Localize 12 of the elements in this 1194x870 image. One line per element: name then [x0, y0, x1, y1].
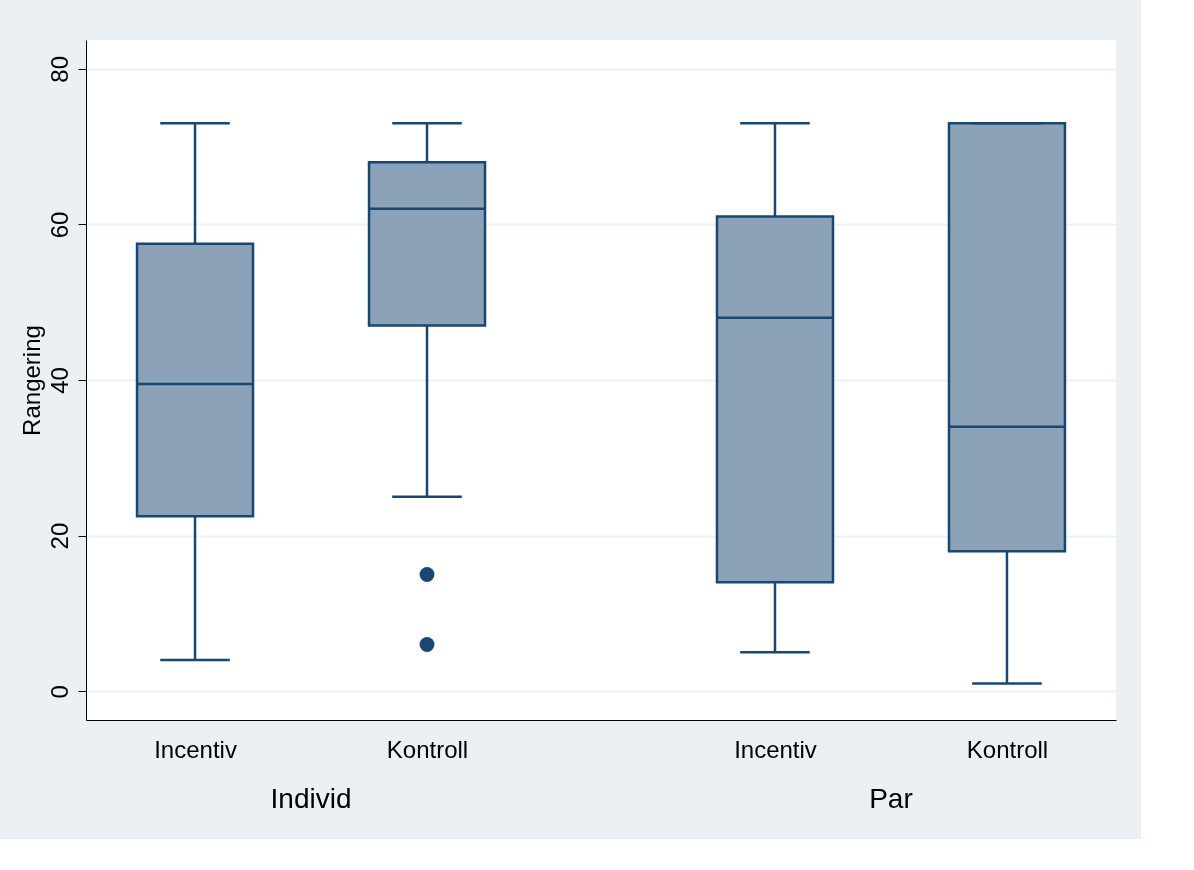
y-tick-label: 0 [45, 685, 73, 699]
x-tick-label: Kontroll [966, 735, 1049, 763]
text: Individ [270, 783, 352, 814]
y-tick-label: 80 [45, 55, 73, 83]
x-tick-label: Kontroll [386, 735, 469, 763]
text: Par [869, 783, 913, 814]
x-tick-label: Incentiv [154, 735, 237, 763]
y-tick-label: 20 [45, 522, 73, 550]
x-tick-label: Incentiv [734, 735, 817, 763]
y-tick-label: 40 [45, 367, 73, 394]
y-axis-title: Rangering [17, 325, 45, 436]
y-tick-label: 60 [45, 211, 73, 239]
